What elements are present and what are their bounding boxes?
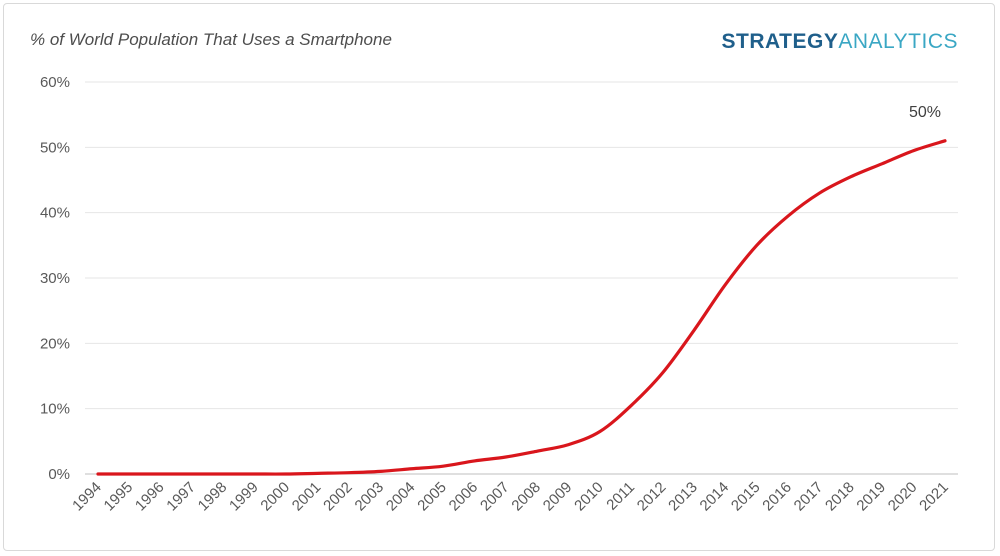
- x-tick-label: 2019: [853, 479, 889, 515]
- x-axis-ticks: 1994199519961997199819992000200120022003…: [69, 479, 952, 515]
- x-tick-label: 2020: [885, 479, 921, 515]
- x-tick-label: 2008: [508, 479, 544, 515]
- x-tick-label: 2021: [916, 479, 952, 515]
- x-tick-label: 2017: [791, 479, 827, 515]
- y-tick-label: 30%: [40, 270, 70, 287]
- grid-layer: [85, 81, 958, 475]
- x-tick-label: 1994: [69, 479, 105, 515]
- y-tick-label: 20%: [40, 335, 70, 352]
- x-tick-label: 2014: [697, 479, 733, 515]
- annotation-layer: 50%: [909, 104, 941, 121]
- x-tick-label: 2000: [257, 479, 293, 515]
- x-tick-label: 2013: [665, 479, 701, 515]
- x-tick-label: 2010: [571, 479, 607, 515]
- x-tick-label: 2005: [414, 479, 450, 515]
- x-tick-label: 2009: [540, 479, 576, 515]
- x-tick-label: 2004: [383, 479, 419, 515]
- brand-word-strategy: STRATEGY: [721, 30, 839, 53]
- y-tick-label: 60%: [40, 74, 70, 91]
- data-label: 50%: [909, 104, 941, 121]
- x-tick-label: 1999: [226, 479, 262, 515]
- x-tick-label: 2012: [634, 479, 670, 515]
- x-tick-label: 2007: [477, 479, 513, 515]
- x-tick-label: 2002: [320, 479, 356, 515]
- brand-logo: STRATEGYANALYTICS: [722, 30, 958, 54]
- x-tick-label: 1995: [101, 479, 137, 515]
- x-tick-label: 1997: [163, 479, 199, 515]
- chart-frame: [3, 3, 995, 551]
- x-tick-label: 2011: [603, 479, 638, 514]
- series-layer: [96, 139, 947, 476]
- chart-title: % of World Population That Uses a Smartp…: [30, 30, 392, 49]
- x-tick-label: 1998: [195, 479, 231, 515]
- y-axis-ticks: 0% 10% 20% 30% 40% 50% 60%: [40, 74, 70, 483]
- x-tick-label: 2006: [446, 479, 482, 515]
- x-tick-label: 2003: [352, 479, 388, 515]
- x-tick-label: 1996: [132, 479, 168, 515]
- y-tick-label: 50%: [40, 139, 70, 156]
- x-tick-label: 2016: [759, 479, 795, 515]
- x-tick-label: 2001: [289, 479, 325, 515]
- y-tick-label: 10%: [40, 401, 70, 418]
- x-tick-label: 2015: [728, 479, 764, 515]
- y-tick-label: 40%: [40, 205, 70, 222]
- series-line: [96, 139, 947, 476]
- brand-word-analytics: ANALYTICS: [838, 30, 958, 53]
- y-tick-label: 0%: [48, 466, 70, 483]
- x-tick-label: 2018: [822, 479, 858, 515]
